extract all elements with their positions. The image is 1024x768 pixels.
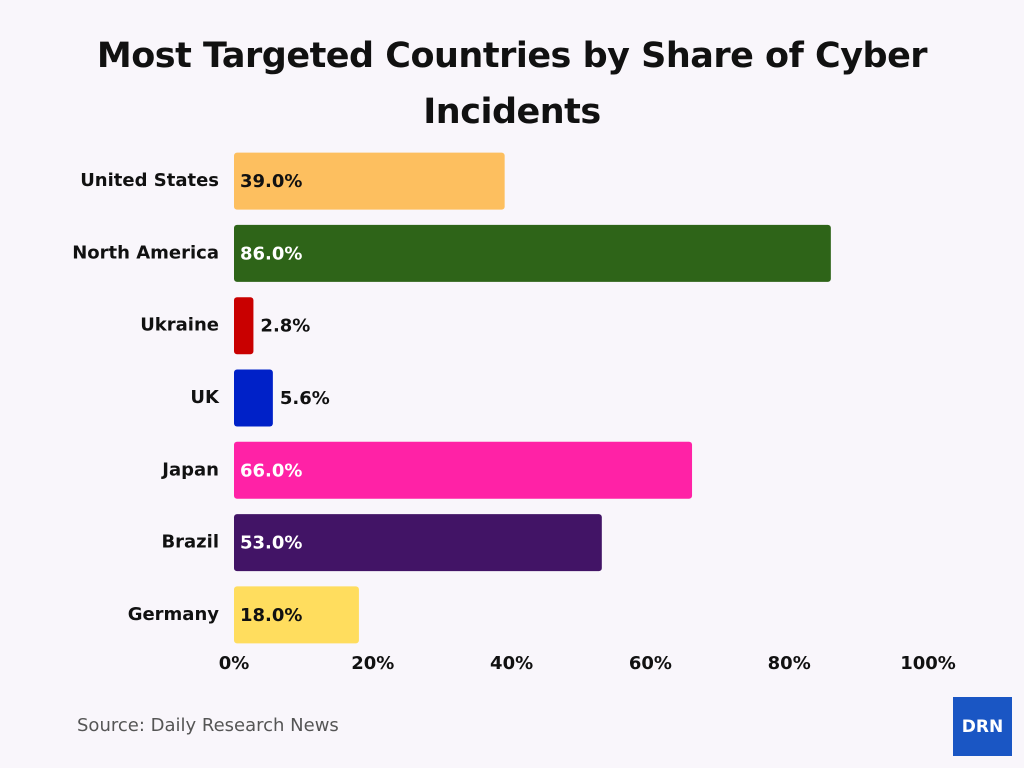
x-tick-label: 60% (629, 653, 672, 674)
y-tick-label: Japan (160, 459, 219, 480)
bar (234, 152, 505, 210)
y-tick-label: North America (72, 242, 219, 263)
value-label: 39.0% (240, 171, 302, 192)
bar (234, 369, 273, 427)
value-label: 66.0% (240, 460, 302, 481)
bar (234, 586, 359, 644)
y-tick-label: United States (80, 170, 219, 191)
bar (234, 224, 831, 282)
x-tick-label: 0% (219, 653, 250, 674)
chart-title: Most Targeted Countries by Share of Cybe… (96, 36, 928, 132)
x-tick-label: 100% (900, 653, 956, 674)
x-tick-label: 40% (490, 653, 533, 674)
y-tick-label: UK (190, 387, 220, 408)
value-label: 86.0% (240, 243, 302, 264)
y-tick-label: Ukraine (140, 315, 219, 336)
value-label: 18.0% (240, 605, 302, 626)
x-tick-label: 80% (768, 653, 811, 674)
x-tick-label: 20% (351, 653, 394, 674)
y-tick-label: Brazil (161, 532, 219, 553)
logo-box (953, 697, 1012, 756)
y-tick-label: Germany (128, 604, 220, 625)
value-label: 2.8% (260, 316, 310, 337)
source: Source: Daily Research News (77, 715, 339, 736)
bar (234, 297, 254, 355)
bar (234, 514, 602, 572)
value-label: 5.6% (280, 388, 330, 409)
value-label: 53.0% (240, 533, 302, 554)
logo: DRN (962, 717, 1003, 737)
bar (234, 441, 693, 499)
